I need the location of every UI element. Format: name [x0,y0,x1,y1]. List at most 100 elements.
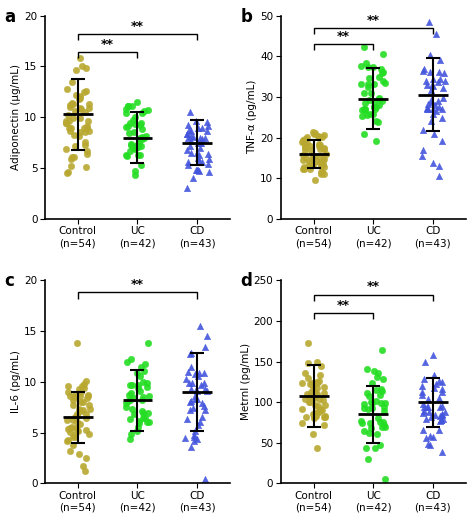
Point [361,105,369,114]
Point [301,143,309,151]
Point [370,367,378,375]
Point [379,375,387,383]
Point [76,114,83,122]
Point [305,158,313,166]
Point [306,392,314,400]
Point [194,165,202,173]
Point [65,117,73,126]
Point [438,137,446,145]
Point [373,137,380,145]
Point [128,354,135,363]
Point [358,80,365,88]
Point [122,151,130,159]
Point [304,374,311,382]
Point [312,129,319,137]
Point [374,414,382,422]
Point [64,416,71,424]
Point [139,377,146,386]
Point [436,403,444,412]
Point [122,122,129,131]
Point [123,358,130,366]
Point [432,107,440,115]
Point [368,424,375,432]
Point [438,402,445,410]
Point [80,384,88,392]
Point [381,475,388,483]
Point [372,397,380,405]
Point [427,86,435,94]
Point [138,395,146,404]
Point [198,399,205,407]
Point [72,91,80,99]
Point [196,157,203,166]
Point [182,433,189,442]
Point [370,103,377,111]
Point [361,404,368,412]
Point [138,133,146,141]
Point [67,162,75,170]
Point [368,403,376,412]
Point [64,388,72,396]
Point [435,68,442,77]
Point [192,117,200,126]
Point [145,417,153,426]
Point [308,146,315,154]
Point [377,399,385,407]
Point [358,111,366,120]
Point [362,444,370,453]
Point [84,391,91,399]
Point [309,384,317,393]
Point [67,124,75,132]
Point [376,418,383,426]
Point [124,102,131,110]
Point [371,80,378,88]
Point [80,398,87,406]
Point [128,140,135,148]
Point [425,100,432,108]
Point [123,108,130,117]
Point [316,145,324,153]
Point [198,413,206,421]
Text: **: ** [367,280,380,293]
Point [419,400,427,408]
Point [366,110,374,119]
Point [365,391,373,400]
Point [86,404,93,413]
Point [124,102,131,110]
Text: **: ** [337,30,350,43]
Point [419,67,427,75]
Point [423,403,431,412]
Point [365,80,372,88]
Point [76,404,83,413]
Point [369,109,377,118]
Point [144,409,152,417]
Point [429,433,437,441]
Point [196,321,203,330]
Point [313,444,321,452]
Point [134,381,142,389]
Point [309,410,317,418]
Point [319,168,326,176]
Point [420,375,428,383]
Point [299,138,306,146]
Point [311,412,319,420]
Point [64,436,72,444]
Point [62,117,70,126]
Point [188,379,196,388]
Point [375,94,383,102]
Point [82,163,90,171]
Point [133,141,141,150]
Point [422,433,429,442]
Point [299,405,306,413]
Point [72,433,79,441]
Point [317,170,325,179]
Point [81,124,88,132]
Point [83,394,91,403]
Point [311,388,319,396]
Point [75,95,82,103]
Text: d: d [240,272,252,290]
Point [319,159,327,168]
Point [375,101,383,109]
Point [82,410,89,418]
Point [320,413,328,421]
